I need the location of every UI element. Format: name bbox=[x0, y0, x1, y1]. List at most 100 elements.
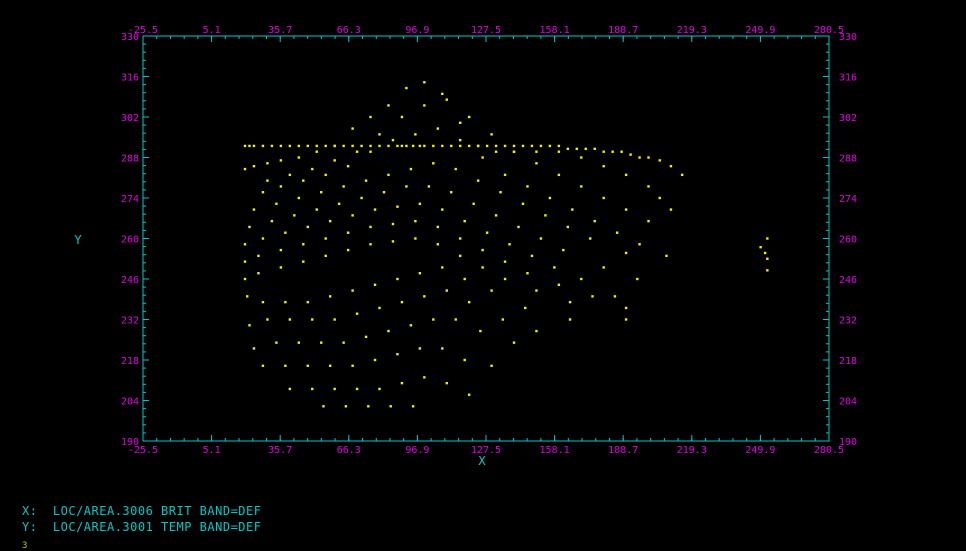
data-point bbox=[328, 364, 332, 367]
data-point bbox=[591, 295, 594, 298]
data-point bbox=[423, 144, 426, 148]
data-point bbox=[647, 219, 650, 223]
data-point bbox=[284, 231, 287, 234]
data-point bbox=[243, 243, 247, 246]
data-point bbox=[602, 150, 605, 153]
data-point bbox=[315, 208, 318, 211]
data-point bbox=[620, 150, 623, 153]
data-point bbox=[647, 156, 650, 159]
data-point bbox=[328, 295, 332, 298]
data-point bbox=[257, 254, 260, 258]
data-point bbox=[344, 405, 348, 408]
data-point bbox=[766, 257, 769, 260]
data-point bbox=[396, 144, 399, 148]
data-point bbox=[297, 196, 301, 200]
y-tick-label-left: 232 bbox=[121, 316, 139, 327]
data-point bbox=[351, 364, 354, 367]
data-point bbox=[432, 162, 435, 165]
data-point bbox=[580, 156, 583, 159]
data-point bbox=[266, 318, 269, 321]
data-point bbox=[418, 144, 422, 148]
data-point bbox=[400, 381, 404, 385]
data-point bbox=[467, 300, 471, 304]
y-tick-label-left: 218 bbox=[121, 356, 139, 367]
data-point bbox=[396, 353, 399, 356]
y-tick-label-right: 260 bbox=[839, 235, 857, 246]
data-point bbox=[322, 405, 325, 408]
data-point bbox=[481, 266, 484, 269]
data-point bbox=[346, 231, 350, 234]
data-point bbox=[389, 405, 392, 408]
data-point bbox=[266, 179, 269, 182]
scatter-plot: -25.5 -25.5 5.1 5.1 35.7 35.7 66.3 66.3 96.9 96.9… bbox=[74, 25, 857, 468]
data-point bbox=[270, 219, 274, 223]
data-point bbox=[405, 86, 408, 90]
data-point bbox=[766, 269, 769, 272]
data-point bbox=[418, 272, 422, 275]
data-point bbox=[324, 254, 327, 258]
y-tick-label-right: 204 bbox=[839, 397, 857, 408]
x-tick-label-bottom: 66.3 bbox=[337, 445, 361, 456]
data-point bbox=[584, 147, 587, 151]
data-point bbox=[261, 144, 265, 148]
data-point bbox=[367, 405, 370, 408]
data-point bbox=[306, 300, 309, 304]
data-point bbox=[328, 219, 332, 223]
data-point bbox=[624, 306, 628, 310]
data-point bbox=[512, 341, 516, 344]
y-tick-label-right: 316 bbox=[839, 73, 857, 84]
axis-ticks bbox=[142, 35, 830, 442]
data-point bbox=[759, 245, 762, 249]
data-point bbox=[351, 289, 354, 292]
data-point bbox=[521, 202, 525, 205]
y-tick-label-right: 274 bbox=[839, 194, 857, 205]
data-point bbox=[423, 376, 426, 379]
data-point bbox=[571, 208, 574, 211]
data-point bbox=[252, 347, 256, 350]
data-point bbox=[396, 277, 399, 281]
data-point bbox=[557, 283, 561, 286]
data-point bbox=[279, 185, 283, 188]
y-tick-label-right: 232 bbox=[839, 316, 857, 327]
data-point bbox=[248, 225, 251, 229]
data-point bbox=[503, 173, 507, 177]
data-point bbox=[423, 295, 426, 298]
data-point bbox=[279, 144, 283, 148]
y-tick-label-left: 274 bbox=[121, 194, 139, 205]
data-point bbox=[333, 159, 336, 162]
x-tick-label-top: 219.3 bbox=[677, 25, 707, 36]
data-point bbox=[647, 185, 650, 188]
data-point bbox=[539, 237, 543, 240]
data-point bbox=[315, 150, 318, 153]
data-point bbox=[494, 144, 498, 148]
data-point bbox=[580, 277, 583, 281]
y-tick-label-right: 190 bbox=[839, 437, 857, 448]
x-tick-label-top: 188.7 bbox=[608, 25, 638, 36]
data-point bbox=[246, 295, 249, 298]
data-point bbox=[320, 191, 323, 194]
data-point bbox=[387, 329, 390, 333]
data-point bbox=[490, 133, 493, 136]
data-point bbox=[638, 156, 641, 159]
data-point bbox=[669, 164, 673, 168]
data-point bbox=[602, 196, 605, 200]
x-tick-label-top: 280.5 bbox=[814, 25, 844, 36]
data-point bbox=[378, 133, 381, 136]
data-point bbox=[297, 156, 301, 159]
data-point bbox=[284, 364, 287, 367]
data-point bbox=[252, 208, 256, 211]
data-point bbox=[432, 318, 435, 321]
data-point bbox=[243, 144, 247, 148]
data-point bbox=[418, 347, 422, 350]
data-point bbox=[539, 144, 543, 148]
data-point bbox=[364, 335, 368, 339]
data-point bbox=[302, 243, 305, 246]
data-point bbox=[288, 173, 292, 177]
data-point bbox=[369, 243, 372, 246]
data-point bbox=[548, 196, 552, 200]
data-point bbox=[557, 173, 561, 177]
y-tick-label-left: 316 bbox=[121, 73, 139, 84]
x-tick-label-bottom: 5.1 bbox=[203, 445, 221, 456]
data-point bbox=[436, 225, 440, 229]
data-point bbox=[333, 144, 336, 148]
